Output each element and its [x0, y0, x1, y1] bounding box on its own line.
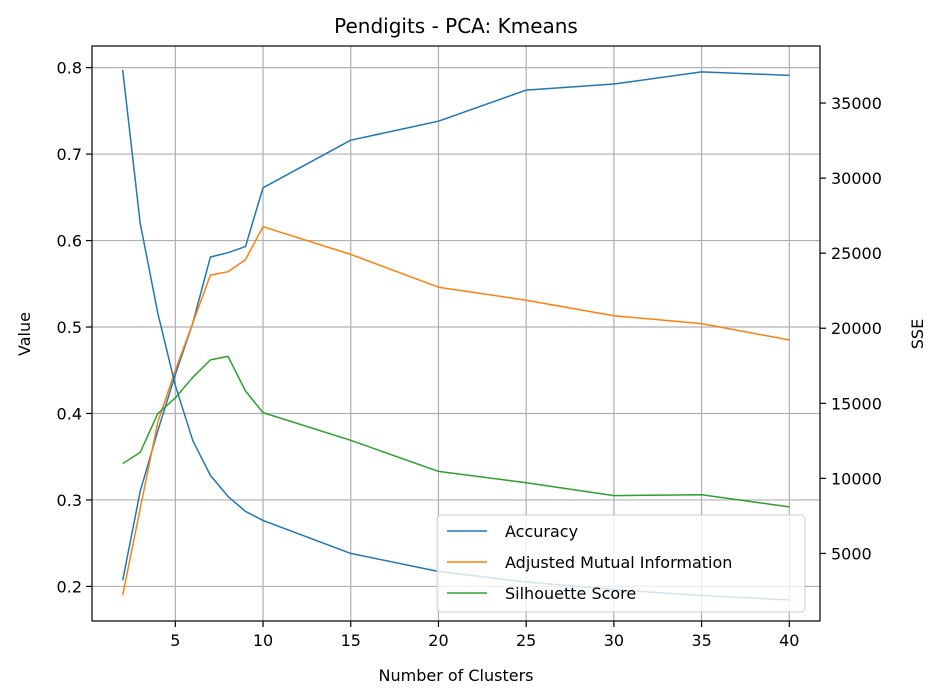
y2-tick-label: 35000 [831, 94, 882, 113]
y2-axis-title: SSE [908, 319, 927, 349]
y2-tick-label: 30000 [831, 169, 882, 188]
x-tick-label: 15 [341, 631, 361, 650]
y-tick-label: 0.5 [57, 318, 82, 337]
y2-axis-ticks: 5000 10000 15000 20000 25000 30000 35000 [820, 94, 882, 563]
legend: Accuracy Adjusted Mutual Information Sil… [436, 514, 806, 613]
y-tick-label: 0.8 [57, 59, 82, 78]
plot-frame [91, 45, 821, 622]
legend-box [436, 514, 806, 613]
y2-tick-label: 20000 [831, 319, 882, 338]
y-axis-title: Value [15, 312, 34, 356]
series-line-silhouette-score [122, 355, 790, 508]
series-line-adjusted-mutual-information [121, 225, 790, 596]
y2-tick-label: 25000 [831, 244, 882, 263]
x-tick-label: 10 [253, 631, 273, 650]
x-tick-label: 5 [170, 631, 180, 650]
y2-tick-label: 5000 [831, 544, 872, 563]
chart-title: Pendigits - PCA: Kmeans [334, 14, 578, 38]
y-tick-label: 0.7 [57, 145, 82, 164]
x-tick-label: 30 [604, 631, 624, 650]
x-tick-label: 40 [779, 631, 799, 650]
legend-label-ami: Adjusted Mutual Information [505, 553, 732, 572]
x-axis-title: Number of Clusters [379, 666, 534, 685]
legend-label-accuracy: Accuracy [505, 522, 578, 541]
x-tick-label: 25 [516, 631, 536, 650]
y-tick-label: 0.2 [57, 577, 82, 596]
x-tick-label: 35 [691, 631, 711, 650]
y-tick-label: 0.4 [57, 404, 82, 423]
grid [92, 46, 820, 621]
y-axis-ticks: 0.2 0.3 0.4 0.5 0.6 0.7 0.8 [57, 59, 92, 596]
legend-label-silhouette: Silhouette Score [505, 584, 636, 603]
y2-tick-label: 10000 [831, 469, 882, 488]
y-tick-label: 0.6 [57, 232, 82, 251]
y2-tick-label: 15000 [831, 394, 882, 413]
x-axis-ticks: 5 10 15 20 25 30 35 40 [170, 621, 799, 650]
x-tick-label: 20 [428, 631, 448, 650]
y-tick-label: 0.3 [57, 491, 82, 510]
series-line-accuracy [121, 71, 790, 581]
